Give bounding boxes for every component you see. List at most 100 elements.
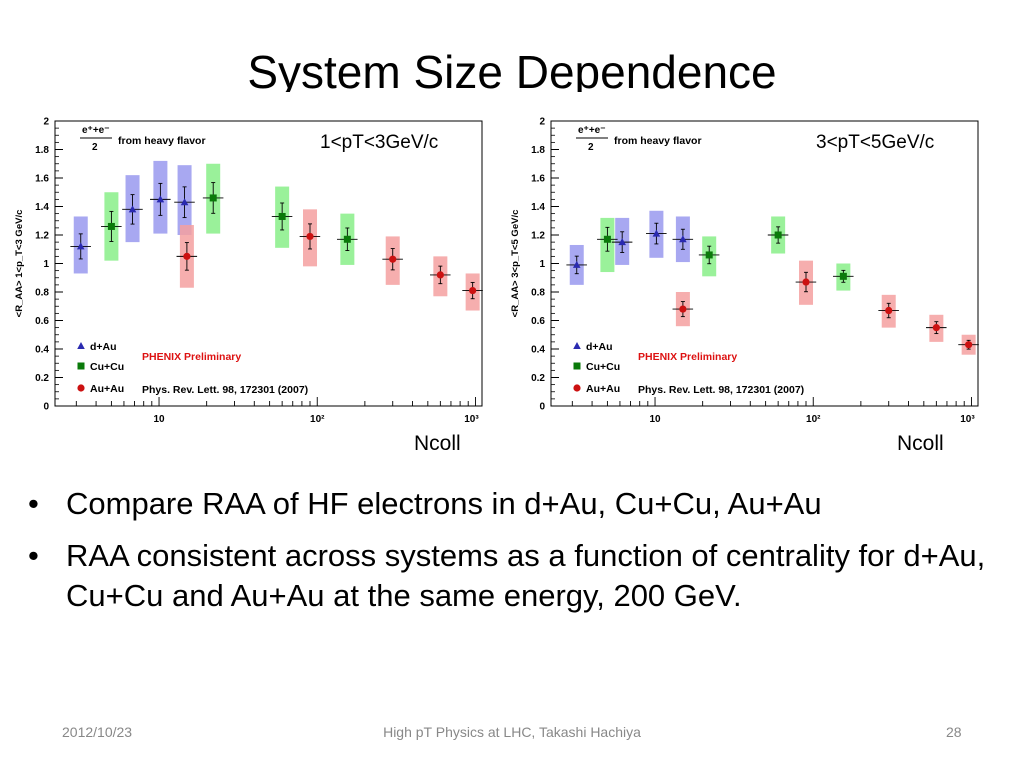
reference-label: Phys. Rev. Lett. 98, 172301 (2007): [142, 384, 308, 396]
ytick-label: 1.4: [35, 202, 49, 213]
legend-title-text: from heavy flavor: [614, 135, 702, 147]
legend-title-denominator: 2: [92, 142, 98, 153]
phenix-preliminary-label: PHENIX Preliminary: [142, 351, 241, 363]
dau-data-point: [76, 242, 85, 250]
bullet-text-2: RAA consistent across systems as a funct…: [66, 538, 986, 613]
legend-title: e⁺+e⁻ 2 from heavy flavor: [80, 125, 206, 153]
plot-frame: [54, 120, 483, 407]
cucu-data-point: [774, 231, 782, 239]
ytick-label: 2: [539, 117, 545, 128]
auau-data-point: [306, 232, 314, 241]
footer-date: 2012/10/23: [62, 724, 133, 740]
ytick-label: 0.8: [531, 288, 545, 299]
phenix-preliminary-label: PHENIX Preliminary: [638, 351, 737, 363]
auau-data-point: [436, 271, 444, 279]
ytick-label: 1.2: [531, 231, 545, 242]
ytick-label: 1.6: [531, 174, 545, 185]
ytick-label: 1.4: [531, 202, 545, 213]
cucu-data-point: [603, 235, 611, 243]
dau-data-point: [128, 205, 137, 213]
ytick-label: 1.8: [531, 145, 545, 156]
ytick-label: 0: [539, 402, 545, 413]
raa-chart-2: 0 0.2 0.4 0.6 0.8 1 1.2 1.4 1.6 1.8 2 10 10² 10³ <R_AA…: [510, 117, 979, 425]
slide-title: System Size Dependence: [247, 46, 777, 92]
cucu-data-point: [107, 222, 115, 230]
auau-data-point: [389, 255, 397, 263]
auau-data-point: [802, 278, 810, 286]
legend-title: e⁺+e⁻ 2 from heavy flavor: [576, 125, 702, 153]
footer-page-number: 28: [946, 724, 962, 740]
xtick-label: 10: [649, 414, 661, 425]
reference-label: Phys. Rev. Lett. 98, 172301 (2007): [638, 384, 804, 396]
dau-data-point: [156, 195, 165, 203]
ytick-label: 0.4: [35, 345, 49, 356]
xaxis-label-2: Ncoll: [897, 432, 944, 455]
legend-title-numerator: e⁺+e⁻: [578, 125, 606, 136]
bullet-dot-icon: •: [28, 538, 39, 573]
auau-data-point: [183, 252, 191, 260]
bullet-text-1: Compare RAA of HF electrons in d+Au, Cu+…: [66, 486, 822, 521]
yaxis-title: <R_AA> 3<p_T<5 GeV/c: [510, 210, 521, 318]
ytick-label: 0.2: [35, 373, 49, 384]
auau-data-point: [932, 324, 940, 332]
auau-data-point: [885, 306, 893, 315]
legend-auau-label: Au+Au: [586, 383, 620, 395]
auau-data-point: [469, 286, 477, 295]
ytick-label: 0.2: [531, 373, 545, 384]
dau-data-point: [572, 260, 581, 268]
bullet-dot-icon: •: [28, 486, 39, 521]
xtick-label: 10³: [960, 414, 975, 425]
cucu-data-point: [343, 235, 351, 243]
chart-panel-1: 0 0.2 0.4 0.6 0.8 1 1.2 1.4 1.6 1.8 2 10 10² 10³ <R_AA…: [8, 108, 486, 430]
dau-data-point: [618, 238, 626, 246]
legend-title-denominator: 2: [588, 142, 594, 153]
dau-data-point: [652, 229, 661, 237]
ytick-label: 1.8: [35, 145, 49, 156]
yaxis-title: <R_AA> 1<p_T<3 GeV/c: [14, 210, 25, 318]
cucu-data-point: [705, 251, 713, 259]
ytick-label: 1.2: [35, 231, 49, 242]
ytick-label: 0.4: [531, 345, 545, 356]
legend-auau-label: Au+Au: [90, 383, 124, 395]
pt-range-label-1: 1<pT<3GeV/c: [320, 132, 439, 153]
ytick-label: 1: [539, 259, 545, 270]
ytick-label: 1: [43, 259, 49, 270]
auau-data-point: [965, 341, 973, 349]
bullet-item-2: • RAA consistent across systems as a fun…: [28, 536, 1008, 616]
chart-panel-2: 0 0.2 0.4 0.6 0.8 1 1.2 1.4 1.6 1.8 2 10 10² 10³ <R_AA…: [504, 108, 982, 430]
bullet-item-1: • Compare RAA of HF electrons in d+Au, C…: [28, 484, 1008, 524]
legend-dau-marker: [77, 342, 85, 349]
xtick-label: 10²: [806, 414, 821, 425]
raa-chart-1: 0 0.2 0.4 0.6 0.8 1 1.2 1.4 1.6 1.8 2 10 10² 10³ <R_AA…: [14, 117, 483, 425]
ytick-label: 0.6: [35, 316, 49, 327]
footer-center: High pT Physics at LHC, Takashi Hachiya: [383, 724, 641, 740]
legend-dau-marker: [573, 342, 581, 349]
ytick-label: 0.6: [531, 316, 545, 327]
bullet-list: • Compare RAA of HF electrons in d+Au, C…: [28, 484, 1008, 628]
ytick-label: 2: [43, 117, 49, 128]
legend-cucu-label: Cu+Cu: [586, 361, 620, 373]
legend-dau-label: d+Au: [586, 341, 613, 353]
xtick-label: 10²: [310, 414, 325, 425]
auau-data-point: [679, 305, 687, 313]
ytick-label: 0: [43, 402, 49, 413]
dau-data-point: [180, 198, 189, 206]
ytick-label: 1.6: [35, 174, 49, 185]
legend-auau-marker: [573, 384, 581, 392]
xtick-label: 10: [153, 414, 165, 425]
cucu-data-point: [209, 194, 217, 202]
legend-dau-label: d+Au: [90, 341, 117, 353]
legend-auau-marker: [77, 384, 85, 392]
ytick-label: 0.8: [35, 288, 49, 299]
legend-cucu-label: Cu+Cu: [90, 361, 124, 373]
legend-title-text: from heavy flavor: [118, 135, 206, 147]
legend-cucu-marker: [573, 362, 581, 370]
xaxis-label-1: Ncoll: [414, 432, 461, 455]
xtick-label: 10³: [464, 414, 479, 425]
cucu-data-point: [278, 212, 286, 220]
legend-cucu-marker: [77, 362, 85, 370]
cucu-data-point: [839, 272, 847, 280]
legend-title-numerator: e⁺+e⁻: [82, 125, 110, 136]
pt-range-label-2: 3<pT<5GeV/c: [816, 132, 935, 153]
dau-data-point: [679, 235, 687, 243]
